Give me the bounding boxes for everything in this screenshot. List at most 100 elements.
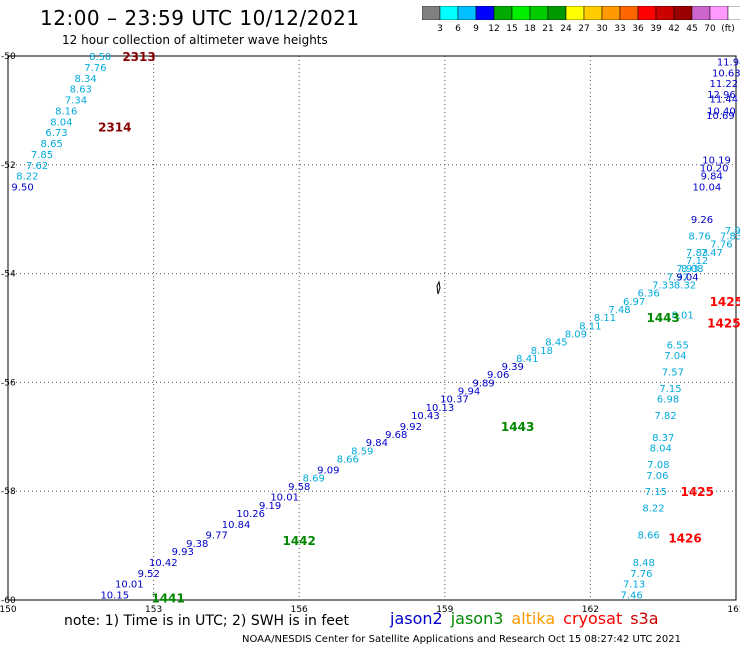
wave-height-label: 8.41 bbox=[516, 354, 538, 365]
wave-height-label: 11.94 bbox=[717, 57, 740, 68]
wave-height-label: 7.34 bbox=[65, 96, 87, 107]
time-label: 1426 bbox=[668, 531, 701, 545]
time-label: 1443 bbox=[646, 311, 679, 325]
colorbar bbox=[422, 6, 740, 20]
wave-height-label: 8.66 bbox=[638, 531, 660, 542]
wave-height-label: 8.34 bbox=[75, 74, 97, 85]
wave-height-label: 7.06 bbox=[646, 471, 668, 482]
wave-height-label: 8.76 bbox=[688, 232, 710, 243]
colorbar-labels: 3 6 9 12 15 18 21 24 27 30 33 36 39 42 45 70 (ft) bbox=[437, 24, 735, 33]
x-tick-label: 165 bbox=[727, 605, 740, 615]
wave-height-label: 11.22 bbox=[710, 79, 739, 90]
wave-height-label: 6.73 bbox=[45, 128, 67, 139]
wave-height-label: 7.99 bbox=[725, 226, 740, 237]
footnote: note: 1) Time is in UTC; 2) SWH is in fe… bbox=[64, 613, 350, 629]
wave-height-label: 9.52 bbox=[138, 569, 160, 580]
colorbar-label: 21 bbox=[542, 24, 553, 33]
wave-height-label: 7.13 bbox=[623, 580, 645, 591]
legend-jason3: jason3 bbox=[450, 609, 504, 628]
legend-s3a: s3a bbox=[630, 609, 659, 628]
colorbar-label: 24 bbox=[560, 24, 572, 33]
wave-height-label: 8.22 bbox=[16, 172, 38, 183]
wave-height-label: 10.43 bbox=[411, 411, 440, 422]
wave-height-label: 10.26 bbox=[236, 509, 265, 520]
wave-height-label: 6.36 bbox=[638, 289, 660, 300]
wave-height-label: 8.37 bbox=[652, 433, 674, 444]
time-label: 2313 bbox=[122, 50, 155, 64]
wave-height-label: 8.22 bbox=[642, 504, 664, 515]
credit-line: NOAA/NESDIS Center for Satellite Applica… bbox=[242, 634, 681, 645]
wave-height-label: 8.63 bbox=[70, 85, 92, 96]
wave-height-label: 8.01 bbox=[671, 310, 693, 321]
colorbar-label: 18 bbox=[524, 24, 536, 33]
wave-height-label: 10.19 bbox=[702, 155, 731, 166]
wave-height-label: 7.93 bbox=[676, 264, 698, 275]
wave-height-label: 8.08 bbox=[681, 264, 703, 275]
wave-height-label: 10.01 bbox=[270, 493, 299, 504]
wave-height-label: 7.46 bbox=[621, 591, 643, 602]
x-tick-label: 159 bbox=[436, 605, 453, 615]
wave-height-label: 9.58 bbox=[288, 482, 310, 493]
wave-height-label: 7.15 bbox=[645, 487, 667, 498]
colorbar-label: 15 bbox=[506, 24, 517, 33]
wave-height-label: 8.18 bbox=[531, 346, 553, 357]
wave-height-label: 6.98 bbox=[657, 395, 679, 406]
time-label: 1443 bbox=[501, 420, 534, 434]
wave-height-label: 7.76 bbox=[84, 63, 106, 74]
wave-height-label: 9.89 bbox=[472, 378, 494, 389]
wave-height-label: 9.77 bbox=[206, 531, 228, 542]
wave-height-label: 7.83 bbox=[720, 232, 740, 243]
wave-height-label: 8.11 bbox=[579, 321, 601, 332]
wave-height-label: 9.38 bbox=[186, 539, 208, 550]
wave-height-label: 7.15 bbox=[659, 384, 681, 395]
chart-subtitle: 12 hour collection of altimeter wave hei… bbox=[62, 33, 328, 47]
chart-title: 12:00 – 23:59 UTC 10/12/2021 bbox=[40, 6, 360, 30]
wave-height-label: 7.82 bbox=[654, 411, 676, 422]
wave-height-label: 10.42 bbox=[149, 558, 178, 569]
wave-height-label: 7.57 bbox=[662, 368, 684, 379]
colorbar-label: 30 bbox=[596, 24, 608, 33]
wave-height-label: 9.84 bbox=[701, 172, 723, 183]
wave-height-label: 9.26 bbox=[691, 215, 713, 226]
legend-cryosat: cryosat bbox=[563, 609, 623, 628]
wave-height-label: 8.48 bbox=[633, 558, 655, 569]
wave-height-label: 8.66 bbox=[337, 455, 359, 466]
wave-height-label: 10.37 bbox=[440, 395, 469, 406]
wave-height-label: 7.48 bbox=[608, 305, 630, 316]
time-label: 1442 bbox=[282, 534, 315, 548]
colorbar-label: 36 bbox=[632, 24, 644, 33]
time-label: 1425 bbox=[680, 485, 713, 499]
wave-height-label: 6.55 bbox=[667, 340, 689, 351]
colorbar-label: 45 bbox=[686, 24, 697, 33]
colorbar-label: 70 bbox=[704, 24, 716, 33]
wave-height-label: 9.92 bbox=[400, 422, 422, 433]
y-tick-label: -60 bbox=[1, 596, 16, 606]
wave-height-label: 7.85 bbox=[31, 150, 53, 161]
colorbar-label: 27 bbox=[578, 24, 589, 33]
wave-height-label: 7.47 bbox=[701, 248, 723, 259]
island-outline bbox=[436, 280, 441, 295]
x-tick-label: 156 bbox=[291, 605, 308, 615]
wave-height-label: 8.16 bbox=[55, 106, 77, 117]
legend: jason2 jason3 altika cryosat s3a bbox=[390, 609, 667, 628]
wave-height-label: 9.94 bbox=[458, 387, 480, 398]
x-tick-label: 162 bbox=[582, 605, 599, 615]
legend-jason2: jason2 bbox=[390, 609, 443, 628]
wave-height-label: 10.63 bbox=[712, 68, 740, 79]
colorbar-label: 33 bbox=[614, 24, 625, 33]
wave-height-label: 9.50 bbox=[11, 183, 33, 194]
colorbar-label: 12 bbox=[488, 24, 499, 33]
wave-height-label: 7.83 bbox=[686, 248, 708, 259]
wave-height-label: 10.01 bbox=[115, 580, 144, 591]
wave-height-label: 9.39 bbox=[502, 362, 524, 373]
wave-height-label: 10.69 bbox=[706, 111, 735, 122]
x-tick-label: 150 bbox=[0, 605, 17, 615]
wave-height-label: 8.50 bbox=[89, 52, 111, 63]
colorbar-label: 9 bbox=[473, 24, 479, 33]
wave-height-label: 8.69 bbox=[303, 474, 325, 485]
wave-height-label: 7.37 bbox=[667, 272, 689, 283]
wave-height-label: 8.32 bbox=[674, 280, 696, 291]
wave-height-label: 8.04 bbox=[50, 117, 72, 128]
colorbar-label: 3 bbox=[437, 24, 443, 33]
